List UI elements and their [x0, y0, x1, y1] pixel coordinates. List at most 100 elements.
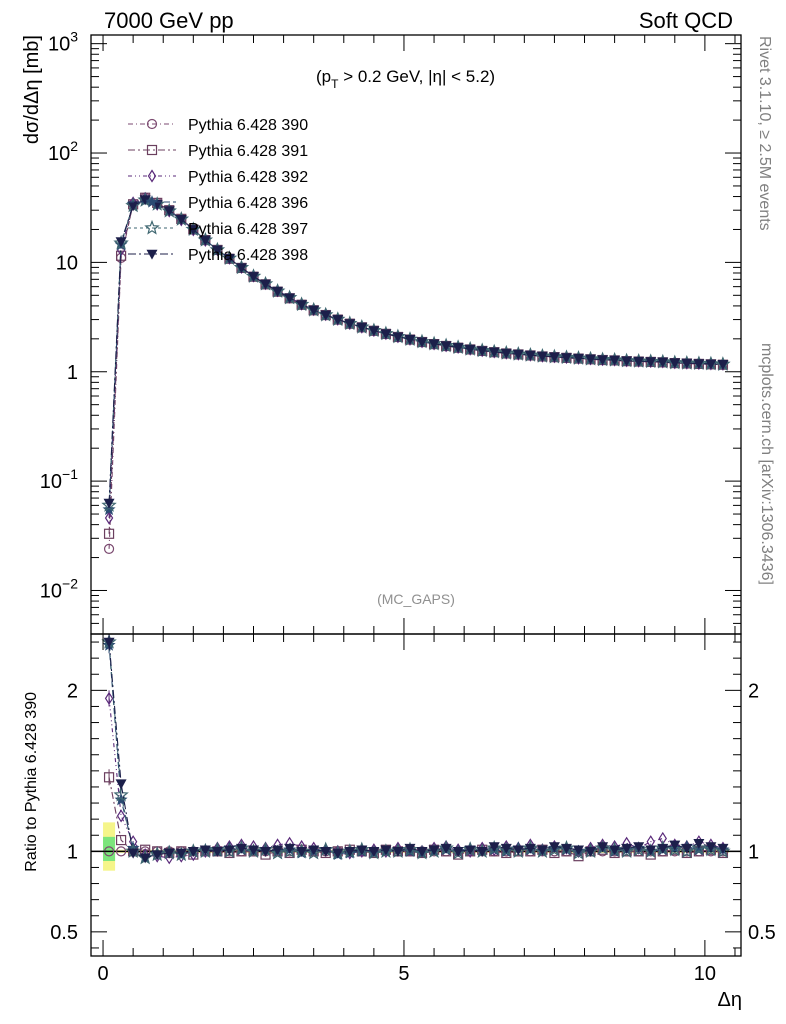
ratio-data-point: [570, 844, 587, 860]
ratio-data-point: [187, 847, 199, 857]
ratio-data-point: [392, 847, 404, 857]
ratio-data-point: [500, 843, 512, 854]
legend-entry: Pythia 6.428 391: [128, 143, 308, 160]
ratio-data-point: [560, 843, 572, 854]
main-data-point: [332, 315, 344, 326]
main-data-point: [368, 326, 380, 337]
ratio-data-point: [115, 834, 127, 846]
ratio-data-point: [693, 838, 705, 849]
ratio-data-point: [211, 847, 223, 857]
ratio-y-tick-label-right: 2: [748, 680, 759, 702]
ratio-data-point: [488, 842, 500, 853]
ratio-data-point: [235, 843, 247, 854]
legend-entry: Pythia 6.428 390: [128, 117, 308, 134]
main-data-point: [115, 237, 127, 248]
main-data-point: [187, 225, 199, 236]
legend-marker: [145, 195, 159, 208]
legend: Pythia 6.428 390 Pythia 6.428 391 Pythia 6…: [128, 117, 308, 264]
ratio-series-line-5: [108, 642, 723, 859]
main-data-point: [223, 253, 235, 264]
ratio-data-point: [416, 847, 428, 857]
ratio-data-point: [332, 848, 344, 859]
main-data-point: [585, 354, 597, 365]
main-data-point: [548, 352, 560, 363]
legend-label: Pythia 6.428 398: [188, 247, 308, 264]
main-data-point: [102, 502, 116, 516]
ratio-data-point: [163, 848, 175, 859]
legend-entry: Pythia 6.428 397: [128, 219, 308, 238]
legend-entry: Pythia 6.428 398: [128, 247, 308, 264]
ratio-data-point: [667, 841, 683, 857]
ratio-data-point: [428, 845, 440, 856]
ratio-data-point: [368, 847, 380, 857]
ratio-data-point: [247, 845, 260, 856]
ratio-y-tick-label-left: 1: [67, 841, 78, 863]
main-data-point: [272, 286, 284, 297]
x-tick-label: 5: [398, 963, 409, 985]
ratio-series-5: [103, 634, 729, 864]
main-data-point: [597, 355, 609, 366]
main-data-point: [296, 300, 308, 311]
ratio-data-point: [657, 843, 669, 854]
ratio-data-point: [175, 848, 187, 859]
ratio-axis-ticks: 0.5 0.5 1 1 2 2 0 5 10: [50, 634, 776, 985]
right-title: Soft QCD: [639, 8, 733, 33]
main-series-line-6: [108, 198, 723, 504]
ratio-y-tick-label-left: 0.5: [50, 922, 78, 944]
ratio-data-point: [452, 847, 464, 857]
ratio-data-point: [127, 848, 139, 859]
legend-marker: [146, 118, 158, 130]
main-data-point: [440, 341, 452, 352]
ratio-data-point: [380, 845, 392, 856]
main-data-point: [356, 322, 368, 333]
x-tick-label: 10: [694, 963, 716, 985]
main-data-point: [199, 235, 211, 246]
ratio-series-line-1: [108, 777, 724, 857]
main-series-3: [104, 191, 728, 525]
ratio-data-point: [585, 847, 597, 857]
main-data-point: [211, 245, 223, 256]
legend-label: Pythia 6.428 390: [188, 117, 308, 134]
main-data-point: [536, 351, 548, 362]
ratio-y-tick-label-right: 0.5: [748, 922, 776, 944]
main-data-point: [416, 337, 428, 348]
ratio-data-point: [681, 843, 693, 854]
main-data-point: [645, 357, 657, 368]
ratio-data-point: [597, 842, 609, 853]
main-data-point: [464, 344, 476, 355]
main-data-point: [175, 214, 187, 225]
main-data-point: [428, 339, 440, 350]
main-series-4: [102, 192, 730, 516]
ratio-data-point: [115, 779, 127, 790]
legend-marker: [147, 169, 157, 183]
ratio-series-line-3: [108, 645, 723, 859]
legend-label: Pythia 6.428 397: [188, 221, 308, 238]
legend-label: Pythia 6.428 392: [188, 169, 308, 186]
main-y-tick-label: 10−1: [40, 466, 78, 493]
main-series-2: [103, 192, 729, 539]
ratio-data-point: [116, 809, 126, 823]
ratio-data-point: [633, 842, 645, 853]
ratio-data-point: [679, 843, 695, 858]
main-y-axis-label: dσ/dΔη [mb]: [21, 35, 43, 144]
ratio-data-point: [536, 845, 548, 856]
ratio-y-axis-label: Ratio to Pythia 6.428 390: [23, 692, 40, 872]
main-data-point: [609, 355, 621, 366]
legend-entry: Pythia 6.428 396: [128, 195, 308, 212]
ratio-data-point: [705, 842, 717, 853]
main-data-point: [524, 350, 536, 361]
main-data-point: [344, 319, 356, 330]
ratio-series-4: [101, 634, 731, 865]
main-data-point: [103, 528, 115, 539]
ratio-data-point: [308, 845, 320, 856]
main-data-point: [476, 346, 488, 357]
watermark-label: (MC_GAPS): [377, 591, 455, 607]
main-data-point: [103, 498, 115, 509]
cut-annotation-open: (p: [316, 67, 331, 86]
ratio-series-layer: [101, 634, 731, 865]
main-data-point: [308, 305, 320, 316]
main-data-point: [621, 356, 633, 367]
ratio-data-point: [165, 851, 174, 865]
ratio-data-point: [645, 845, 657, 856]
ratio-data-point: [223, 845, 235, 856]
